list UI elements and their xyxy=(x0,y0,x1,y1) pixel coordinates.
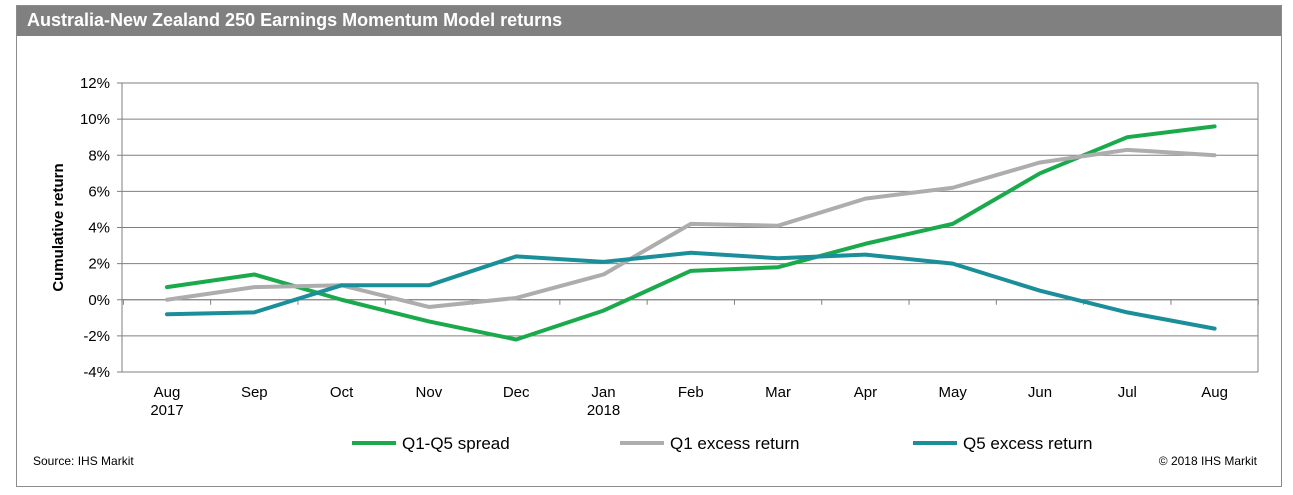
x-tick-label: May xyxy=(939,384,968,401)
y-axis-title: Cumulative return xyxy=(50,163,67,291)
chart-title: Australia-New Zealand 250 Earnings Momen… xyxy=(27,10,563,30)
x-tick-label: Oct xyxy=(330,384,354,401)
x-tick-label: Dec xyxy=(503,384,530,401)
x-tick-label: Sep xyxy=(241,384,268,401)
source-note: Source: IHS Markit xyxy=(33,454,134,468)
chart-frame: Australia-New Zealand 250 Earnings Momen… xyxy=(16,5,1282,487)
legend-label-q1-excess-return: Q1 excess return xyxy=(670,434,799,453)
x-tick-label: Feb xyxy=(678,384,704,401)
x-tick-label: Jul xyxy=(1118,384,1137,401)
x-tick-label: Jan 2018 xyxy=(587,384,620,419)
y-tick-label: 0% xyxy=(88,292,110,309)
series-line-q1-q5-spread xyxy=(165,124,1217,342)
y-tick-label: 8% xyxy=(88,147,110,164)
y-tick-label: 2% xyxy=(88,256,110,273)
y-tick-label: 12% xyxy=(80,75,110,92)
x-tick-label: Apr xyxy=(854,384,877,401)
x-tick-label: Nov xyxy=(416,384,443,401)
y-tick-label: 4% xyxy=(88,220,110,237)
legend-label-q1-q5-spread: Q1-Q5 spread xyxy=(402,434,510,453)
x-tick-label: Jun xyxy=(1028,384,1052,401)
x-tick-label: Aug xyxy=(1201,384,1228,401)
series-line-q5-excess-return xyxy=(165,250,1217,331)
title-bar: Australia-New Zealand 250 Earnings Momen… xyxy=(17,6,1281,36)
y-tick-label: 10% xyxy=(80,111,110,128)
series-line-q1-excess-return xyxy=(165,147,1217,309)
copyright-note: © 2018 IHS Markit xyxy=(1158,454,1257,468)
y-tick-label: -2% xyxy=(83,328,110,345)
y-tick-label: 6% xyxy=(88,183,110,200)
legend-label-q5-excess-return: Q5 excess return xyxy=(963,434,1092,453)
x-tick-label: Aug 2017 xyxy=(150,384,183,419)
x-tick-label: Mar xyxy=(765,384,791,401)
y-tick-label: -4% xyxy=(83,364,110,381)
